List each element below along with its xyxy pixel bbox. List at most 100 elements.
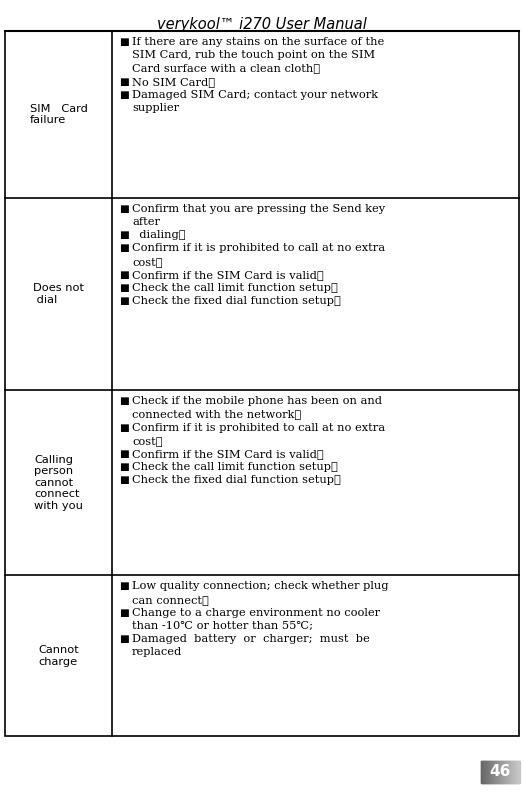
Bar [513, 761, 514, 783]
Bar [493, 761, 494, 783]
Text: ■: ■ [119, 634, 129, 644]
Bar [500, 761, 501, 783]
Bar [518, 761, 519, 783]
Bar [515, 761, 516, 783]
Text: ■: ■ [119, 243, 129, 253]
Text: Confirm if the SIM Card is valid；: Confirm if the SIM Card is valid； [132, 270, 324, 280]
Bar [511, 761, 512, 783]
Bar [489, 761, 490, 783]
Text: after: after [132, 217, 160, 227]
Bar [497, 761, 498, 783]
Text: can connect；: can connect； [132, 595, 209, 604]
Text: ■: ■ [119, 37, 129, 47]
Bar [508, 761, 509, 783]
Text: Check the fixed dial function setup；: Check the fixed dial function setup； [132, 475, 341, 485]
Text: Check the call limit function setup；: Check the call limit function setup； [132, 283, 338, 293]
Bar [514, 761, 515, 783]
Text: Confirm if it is prohibited to call at no extra: Confirm if it is prohibited to call at n… [132, 243, 385, 253]
Bar [491, 761, 492, 783]
Bar [481, 761, 482, 783]
Text: ■: ■ [119, 204, 129, 214]
Bar [496, 761, 497, 783]
Bar [501, 761, 503, 783]
Bar [500, 761, 501, 783]
Bar [509, 761, 510, 783]
Bar [516, 761, 517, 783]
Text: Card surface with a clean cloth；: Card surface with a clean cloth； [132, 63, 320, 74]
Bar [482, 761, 483, 783]
Bar [490, 761, 491, 783]
Bar [499, 761, 500, 783]
Bar [514, 761, 515, 783]
Bar [487, 761, 488, 783]
Text: ■: ■ [119, 462, 129, 472]
Bar [487, 761, 488, 783]
Text: ■: ■ [119, 283, 129, 293]
Bar [501, 761, 502, 783]
Bar [502, 761, 503, 783]
Text: Check the call limit function setup；: Check the call limit function setup； [132, 462, 338, 472]
Bar [517, 761, 518, 783]
Text: SIM Card, rub the touch point on the SIM: SIM Card, rub the touch point on the SIM [132, 50, 375, 60]
Text: ■: ■ [119, 270, 129, 280]
Bar [490, 761, 492, 783]
Bar [489, 761, 490, 783]
Bar [483, 761, 484, 783]
Text: ■: ■ [119, 77, 129, 86]
Text: ■: ■ [119, 581, 129, 592]
Text: Confirm if it is prohibited to call at no extra: Confirm if it is prohibited to call at n… [132, 423, 385, 433]
Bar [482, 761, 483, 783]
Text: connected with the network；: connected with the network； [132, 409, 301, 419]
Text: Check the fixed dial function setup；: Check the fixed dial function setup； [132, 296, 341, 306]
Text: Damaged SIM Card; contact your network: Damaged SIM Card; contact your network [132, 90, 378, 100]
Bar [510, 761, 511, 783]
Bar [498, 761, 499, 783]
Bar [515, 761, 516, 783]
Bar [494, 761, 495, 783]
Bar [506, 761, 507, 783]
Text: ■: ■ [119, 423, 129, 433]
Bar [512, 761, 513, 783]
Bar [510, 761, 511, 783]
Text: Damaged  battery  or  charger;  must  be: Damaged battery or charger; must be [132, 634, 369, 644]
Bar [505, 761, 506, 783]
Bar [504, 761, 505, 783]
Bar [496, 761, 497, 783]
Text: dialing；: dialing； [132, 230, 185, 240]
Text: Check if the mobile phone has been on and: Check if the mobile phone has been on an… [132, 396, 382, 406]
Bar [484, 761, 485, 783]
Text: Change to a charge environment no cooler: Change to a charge environment no cooler [132, 608, 380, 618]
Bar [503, 761, 504, 783]
Text: supplier: supplier [132, 103, 179, 113]
Text: ■: ■ [119, 230, 129, 240]
Bar [493, 761, 494, 783]
Bar [483, 761, 484, 783]
Bar [486, 761, 487, 783]
Bar [494, 761, 495, 783]
Bar [488, 761, 489, 783]
Bar [485, 761, 486, 783]
Bar [497, 761, 498, 783]
Bar [504, 761, 505, 783]
Bar [495, 761, 496, 783]
Bar [507, 761, 508, 783]
Bar [511, 761, 512, 783]
Text: If there are any stains on the surface of the: If there are any stains on the surface o… [132, 37, 384, 47]
Text: Low quality connection; check whether plug: Low quality connection; check whether pl… [132, 581, 388, 592]
Text: Calling
person
cannot
connect
with you: Calling person cannot connect with you [34, 454, 83, 511]
Text: cost；: cost； [132, 256, 162, 266]
Bar [492, 761, 493, 783]
Text: SIM   Card
failure: SIM Card failure [29, 104, 88, 125]
Bar [503, 761, 504, 783]
Bar [509, 761, 510, 783]
Text: ■: ■ [119, 396, 129, 406]
Text: Cannot
charge: Cannot charge [38, 645, 79, 667]
Text: cost；: cost； [132, 436, 162, 446]
Text: Does not
 dial: Does not dial [33, 283, 84, 305]
Bar [495, 761, 496, 783]
Text: ■: ■ [119, 449, 129, 459]
Bar [508, 761, 509, 783]
Bar [512, 761, 514, 783]
Bar [483, 761, 484, 783]
Bar [5, 31, 519, 736]
